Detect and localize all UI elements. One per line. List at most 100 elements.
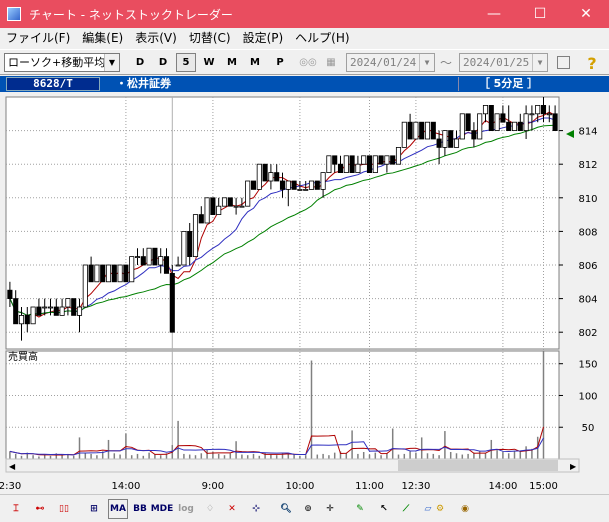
candle-body	[71, 298, 77, 316]
price-tick-label: 802	[578, 328, 597, 339]
auto-update-checkbox[interactable]	[557, 56, 570, 69]
daily-button[interactable]: D	[130, 53, 150, 72]
candle-body	[187, 230, 193, 257]
scrollbar-thumb[interactable]	[398, 460, 558, 471]
candle-icon[interactable]: ⌶	[13, 504, 19, 514]
candle-body	[303, 189, 309, 191]
chevron-down-icon[interactable]: ▼	[419, 54, 434, 71]
candle-body	[181, 230, 187, 266]
maximize-button[interactable]: ☐	[533, 6, 547, 22]
weekly-button[interactable]: W	[199, 53, 219, 72]
date-to-field[interactable]: 2024/01/25 ▼	[459, 53, 548, 72]
candle-body	[506, 121, 512, 132]
chart-type-value: ローソク+移動平均	[8, 56, 106, 69]
candle-body	[529, 113, 535, 116]
monthly-button[interactable]: M	[222, 53, 242, 72]
line-candle-icon[interactable]: ⊷	[35, 504, 45, 514]
scroll-right-icon[interactable]: ▶	[570, 462, 577, 471]
window-controls: — ☐ ✕	[471, 0, 609, 28]
candle-body	[250, 180, 257, 190]
candle-body	[291, 180, 297, 190]
candle-body	[477, 113, 483, 140]
day-multi-button[interactable]: D	[153, 53, 173, 72]
candle-body	[140, 256, 146, 266]
candle-body	[436, 138, 442, 148]
monthly-alt-button[interactable]: M	[245, 53, 265, 72]
chart-type-select[interactable]: ローソク+移動平均 ▼	[4, 53, 120, 72]
palette-icon[interactable]: ◉	[461, 504, 469, 514]
eraser-icon[interactable]: ▱	[424, 504, 432, 514]
five-min-icon: 5	[182, 57, 190, 68]
candle-body	[216, 205, 222, 215]
monthly-alt-icon: M	[250, 57, 260, 68]
cross-cursor-icon[interactable]: ✛	[326, 504, 334, 514]
print-button[interactable]: P	[270, 53, 290, 72]
settings-gear-icon[interactable]: ⚙	[435, 504, 445, 514]
chevron-down-icon[interactable]: ▼	[532, 54, 547, 71]
candle-body	[279, 180, 286, 190]
daily-icon: D	[135, 57, 145, 68]
bell-icon[interactable]: ♢	[205, 504, 215, 514]
candle-body	[82, 264, 88, 308]
candle-body	[245, 180, 251, 207]
indicator-settings-icon[interactable]: ⊞	[90, 504, 98, 514]
title-bar: チャート - ネットストックトレーダー — ☐ ✕	[0, 0, 609, 28]
date-from-field[interactable]: 2024/01/24 ▼	[346, 53, 435, 72]
candle-body	[500, 113, 506, 123]
candle-body	[256, 163, 262, 190]
help-button[interactable]: ?	[582, 53, 602, 73]
zoom-icon[interactable]: 🔍︎	[280, 504, 292, 514]
menu-edit[interactable]: 編集(E)	[82, 31, 124, 45]
five-min-button[interactable]: 5	[176, 53, 196, 72]
candle-body	[65, 298, 71, 308]
price-chart[interactable]: 814 812 810 808 806 804 802 150 100 50 売買高 ◀ ▶ 2…	[0, 92, 609, 494]
candle-body	[517, 121, 523, 132]
candle-body	[13, 298, 19, 325]
menu-settings[interactable]: 設定(P)	[242, 31, 284, 45]
candle-body	[239, 205, 245, 208]
line-draw-icon[interactable]: ⟋	[402, 504, 410, 514]
candle-body	[36, 306, 42, 316]
candle-body	[18, 314, 25, 325]
time-axis-label: 11:00	[355, 481, 384, 492]
stock-code[interactable]: 8628/T	[6, 77, 100, 91]
pointer-icon[interactable]: ↖	[380, 504, 388, 514]
pen-icon[interactable]: ✎	[356, 504, 364, 514]
price-tick-label: 806	[578, 261, 597, 272]
menu-view[interactable]: 表示(V)	[135, 31, 177, 45]
bollinger-icon[interactable]: BB	[133, 504, 147, 514]
price-tick-label: 804	[578, 295, 597, 306]
candle-body	[117, 264, 123, 283]
chevron-down-icon[interactable]: ▼	[104, 54, 119, 71]
candle-body	[285, 180, 291, 190]
crosshair-chart-icon[interactable]: ✕	[228, 504, 236, 514]
candle-body	[262, 163, 268, 182]
candle-body	[413, 121, 419, 140]
candle-body	[337, 163, 344, 173]
candle-body	[401, 121, 407, 148]
bar-chart-icon[interactable]: ▯▯	[59, 504, 69, 514]
calendar-button[interactable]: ▦	[321, 53, 341, 72]
help-icon: ?	[587, 53, 597, 73]
volume-tick-label: 50	[582, 423, 595, 434]
menu-switch[interactable]: 切替(C)	[188, 31, 231, 45]
binoculars-button[interactable]: ◎◎	[298, 53, 318, 72]
price-tick-label: 812	[578, 160, 597, 171]
minimize-button[interactable]: —	[487, 6, 501, 22]
candle-body	[343, 155, 349, 173]
candle-body	[482, 104, 489, 115]
expand-icon[interactable]: ⊹	[252, 504, 260, 514]
candle-body	[146, 247, 152, 266]
menu-help[interactable]: ヘルプ(H)	[295, 31, 350, 45]
grid-toggle-icon[interactable]: ⊚	[304, 504, 312, 514]
moving-average-icon[interactable]: MA	[108, 499, 128, 519]
menu-file[interactable]: ファイル(F)	[6, 31, 71, 45]
close-button[interactable]: ✕	[580, 6, 592, 22]
candle-body	[314, 180, 320, 190]
chart-toolbar: ローソク+移動平均 ▼ D D 5 W M M P ◎◎ ▦ 2024/01/2…	[0, 49, 609, 75]
macd-icon[interactable]: MDE	[150, 504, 174, 514]
log-scale-icon[interactable]: log	[178, 504, 194, 514]
candle-body	[326, 155, 332, 173]
candle-body	[552, 113, 558, 131]
scroll-left-icon[interactable]: ◀	[9, 462, 16, 471]
